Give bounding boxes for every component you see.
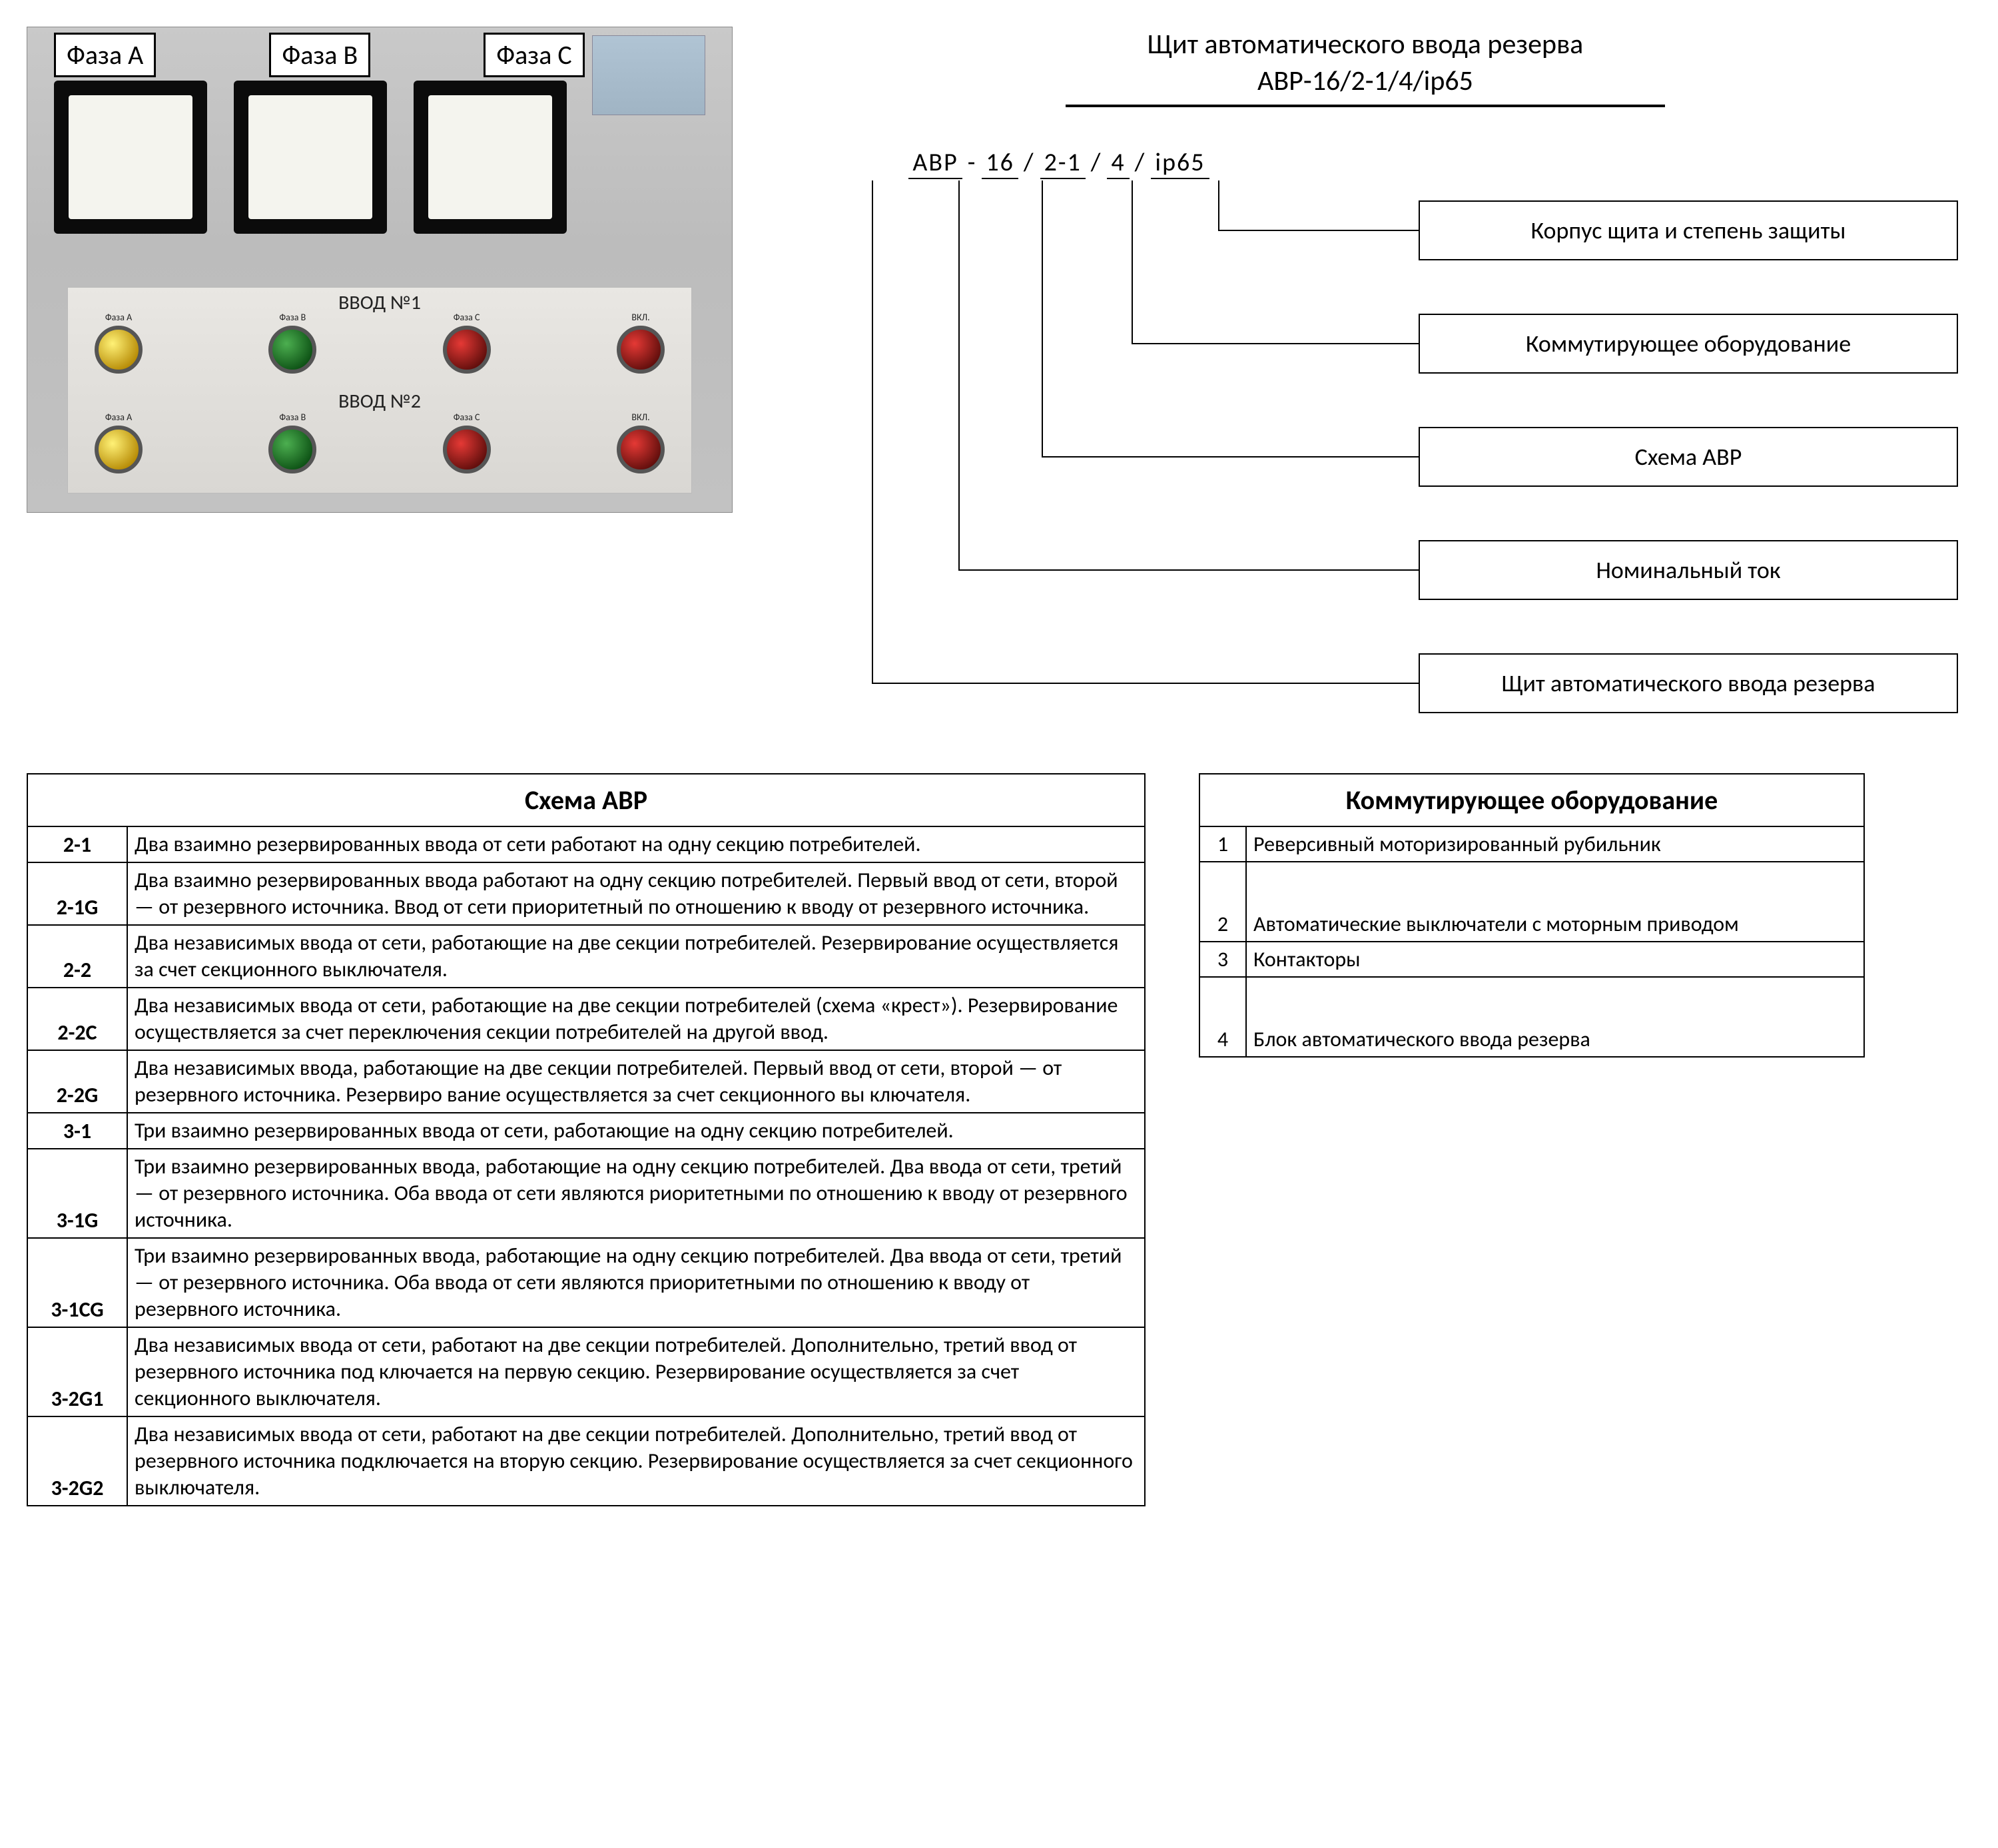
lamp-label: Фаза А [95,412,143,423]
lamp-label: Фаза C [443,412,491,423]
ammeter-b [234,81,387,234]
lamp-label: Фаза B [268,312,316,323]
lamp-icon [268,326,316,374]
kom-row-desc: Контакторы [1246,942,1864,977]
designation-code: АВР-16/2-1/4/ip65 [759,147,1359,178]
code-segment: ip65 [1151,147,1209,179]
kom-row-num: 1 [1199,826,1246,862]
button-plate: ВВОД №1 Фаза АФаза BФаза CВКЛ. ВВОД №2 Ф… [67,287,692,493]
designation-box: Корпус щита и степень защиты [1419,200,1958,260]
nameplate [592,35,705,115]
indicator-lamp: Фаза А [95,312,143,377]
avr-row-desc: Два взаимно резервированных ввода от сет… [127,826,1145,862]
lamp-label: Фаза C [443,312,491,323]
phase-label-a: Фаза А [54,33,156,77]
lamp-icon [95,426,143,473]
avr-row-desc: Два взаимно резервированных ввода работа… [127,862,1145,925]
indicator-lamp: Фаза C [443,412,491,477]
code-segment: АВР [908,147,962,179]
avr-row-desc: Три взаимно резервированных ввода, работ… [127,1238,1145,1327]
avr-row-desc: Два независимых ввода от сети, работают … [127,1416,1145,1506]
lamp-icon [268,426,316,473]
avr-row-code: 2-1 [27,826,127,862]
indicator-lamp: Фаза А [95,412,143,477]
indicator-lamp: Фаза B [268,412,316,477]
avr-row-desc: Два независимых ввода от сети, работающи… [127,925,1145,988]
lamp-label: ВКЛ. [617,412,665,423]
avr-row-desc: Два независимых ввода от сети, работающи… [127,988,1145,1050]
avr-row-desc: Два независимых ввода, работающие на две… [127,1050,1145,1113]
avr-row-code: 3-2G1 [27,1327,127,1416]
lamp-icon [443,426,491,473]
switching-equipment-table: Коммутирующее оборудование 1Реверсивный … [1199,773,1865,1058]
kom-row-num: 3 [1199,942,1246,977]
designation-box: Схема АВР [1419,427,1958,487]
phase-label-b: Фаза В [269,33,370,77]
indicator-lamp: ВКЛ. [617,412,665,477]
code-segment: 16 [982,147,1018,179]
code-separator: / [1018,147,1040,178]
avr-row-code: 2-2C [27,988,127,1050]
page-title-line2: АВР-16/2-1/4/ip65 [759,63,1971,100]
lamp-icon [443,326,491,374]
designation-box: Коммутирующее оборудование [1419,314,1958,374]
kom-row-desc: Реверсивный моторизированный рубильник [1246,826,1864,862]
ammeter-a [54,81,207,234]
avr-row-code: 3-2G2 [27,1416,127,1506]
code-separator: / [1130,147,1152,178]
kom-row-desc: Блок автоматического ввода резерва [1246,977,1864,1057]
lamp-icon [95,326,143,374]
indicator-lamp: Фаза B [268,312,316,377]
indicator-lamp: Фаза C [443,312,491,377]
lamp-icon [617,426,665,473]
kom-row-desc: Автоматические выключатели с моторным пр… [1246,862,1864,942]
avr-row-desc: Три взаимно резервированных ввода, работ… [127,1149,1145,1238]
indicator-lamp: ВКЛ. [617,312,665,377]
phase-label-c: Фаза С [484,33,585,77]
lamp-label: Фаза B [268,412,316,423]
input-2-label: ВВОД №2 [338,389,421,414]
code-separator: / [1086,147,1108,178]
avr-row-desc: Три взаимно резервированных ввода от сет… [127,1113,1145,1149]
code-segment: 2-1 [1040,147,1086,179]
kom-row-num: 2 [1199,862,1246,942]
lamp-icon [617,326,665,374]
avr-table-header: Схема АВР [27,774,1145,826]
designation-box: Номинальный ток [1419,540,1958,600]
lamp-label: ВКЛ. [617,312,665,323]
avr-row-code: 2-1G [27,862,127,925]
avr-scheme-table: Схема АВР 2-1Два взаимно резервированных… [27,773,1146,1506]
lamp-label: Фаза А [95,312,143,323]
kom-row-num: 4 [1199,977,1246,1057]
code-separator: - [962,147,982,178]
page-title-line1: Щит автоматического ввода резерва [759,27,1971,63]
code-segment: 4 [1107,147,1129,179]
designation-box: Щит автоматического ввода резерва [1419,653,1958,713]
avr-row-code: 2-2G [27,1050,127,1113]
avr-row-code: 3-1G [27,1149,127,1238]
title-underline [1066,105,1665,107]
avr-row-code: 3-1CG [27,1238,127,1327]
panel-photo: Фаза А Фаза В Фаза С ВВОД №1 Фаза АФаза … [27,27,733,513]
avr-row-code: 3-1 [27,1113,127,1149]
kom-table-header: Коммутирующее оборудование [1199,774,1864,826]
ammeter-c [414,81,567,234]
avr-row-desc: Два независимых ввода от сети, работают … [127,1327,1145,1416]
avr-row-code: 2-2 [27,925,127,988]
